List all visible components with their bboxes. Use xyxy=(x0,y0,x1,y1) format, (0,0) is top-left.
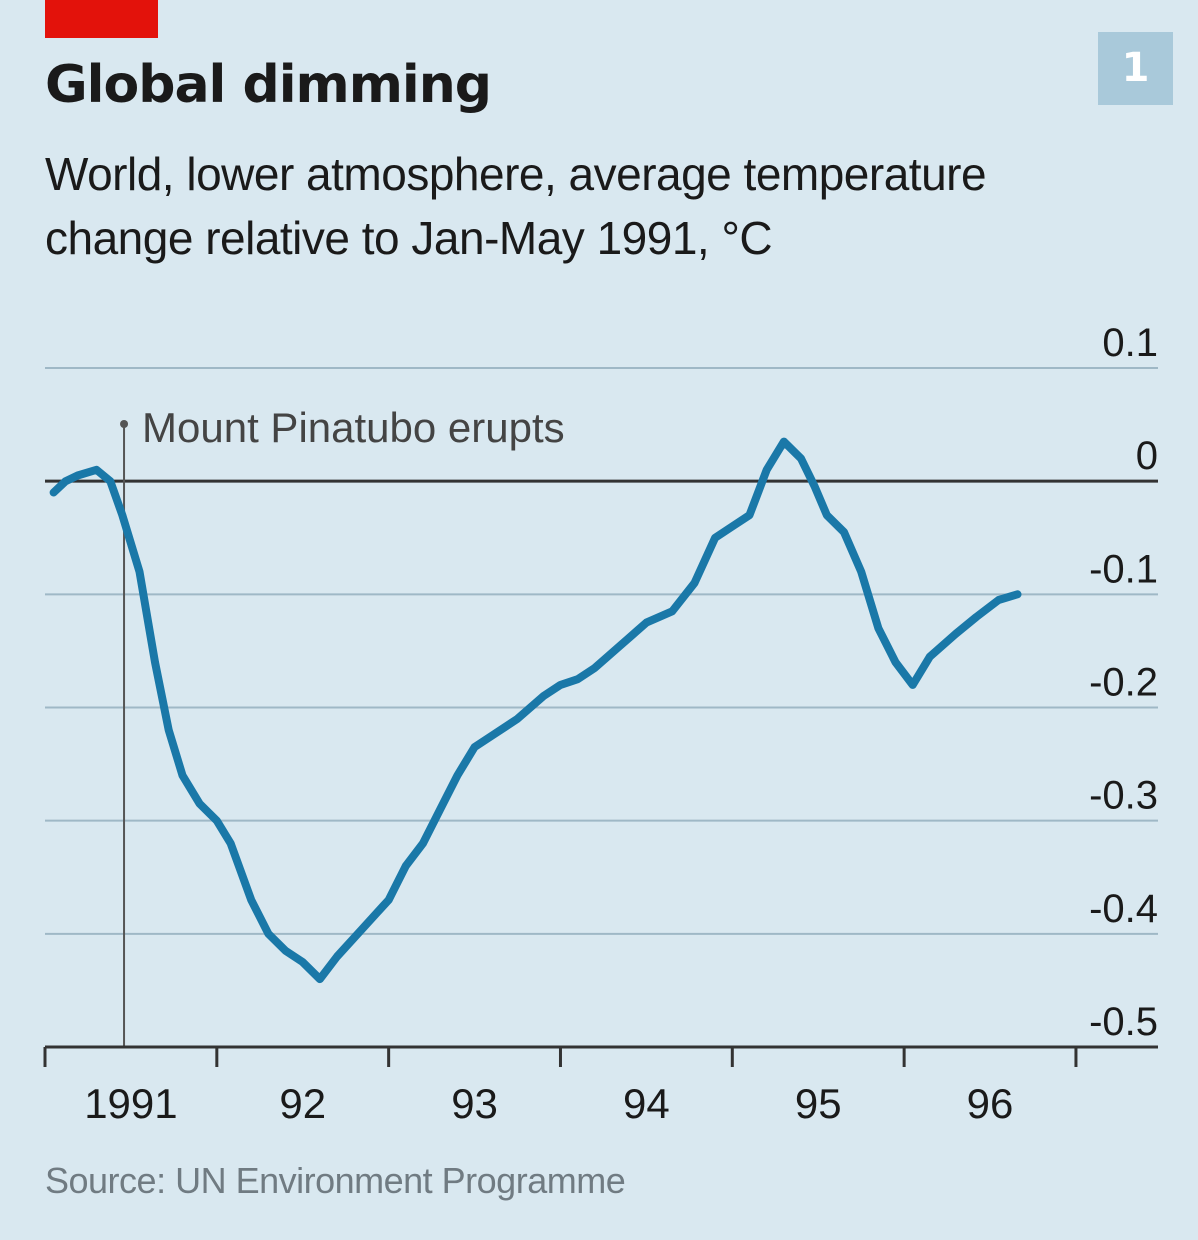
x-tick-label: 93 xyxy=(451,1080,498,1127)
x-tick-label: 1991 xyxy=(84,1080,177,1127)
data-series xyxy=(54,442,1018,980)
line-chart: 0.1 0 -0.1 -0.2 -0.3 -0.4 -0.5 Mount Pinatubo … xyxy=(0,0,1198,1240)
y-tick-label: -0.2 xyxy=(1089,661,1158,705)
y-tick-label: 0 xyxy=(1136,434,1158,478)
y-tick-label: 0.1 xyxy=(1102,321,1158,365)
x-axis: 1991 92 93 94 95 96 xyxy=(45,1047,1158,1127)
y-tick-label: -0.5 xyxy=(1089,1000,1158,1044)
x-tick-label: 96 xyxy=(967,1080,1014,1127)
x-tick-label: 92 xyxy=(279,1080,326,1127)
y-tick-label: -0.1 xyxy=(1089,547,1158,591)
annotation-dot xyxy=(120,420,128,428)
temperature-series-line xyxy=(54,442,1018,980)
source-note: Source: UN Environment Programme xyxy=(45,1160,625,1202)
x-tick-label: 94 xyxy=(623,1080,670,1127)
y-axis-tick-labels: 0.1 0 -0.1 -0.2 -0.3 -0.4 -0.5 xyxy=(1089,321,1158,1044)
y-tick-label: -0.3 xyxy=(1089,774,1158,818)
gridlines xyxy=(45,368,1158,934)
y-tick-label: -0.4 xyxy=(1089,887,1158,931)
annotation-label: Mount Pinatubo erupts xyxy=(142,404,565,451)
x-tick-label: 95 xyxy=(795,1080,842,1127)
